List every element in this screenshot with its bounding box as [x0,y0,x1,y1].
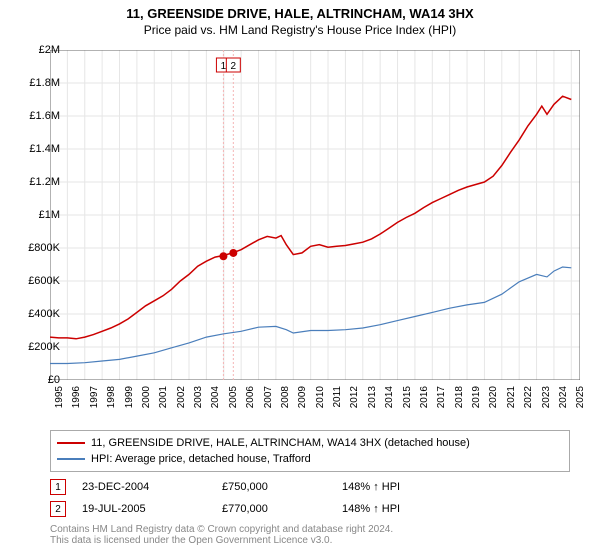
xtick-label: 2015 [402,386,413,426]
legend-label: 11, GREENSIDE DRIVE, HALE, ALTRINCHAM, W… [91,437,470,449]
legend-swatch [57,458,85,460]
xtick-label: 2013 [367,386,378,426]
xtick-label: 2016 [419,386,430,426]
xtick-label: 1997 [89,386,100,426]
xtick-label: 2019 [471,386,482,426]
credits-line2: This data is licensed under the Open Gov… [50,535,393,546]
sale-date: 23-DEC-2004 [82,481,222,493]
xtick-label: 2014 [384,386,395,426]
xtick-label: 2012 [349,386,360,426]
sale-row: 1 23-DEC-2004£750,000148% ↑ HPI [50,476,570,498]
ytick-label: £200K [5,341,60,353]
xtick-label: 2008 [280,386,291,426]
ytick-label: £400K [5,308,60,320]
xtick-label: 2003 [193,386,204,426]
xtick-label: 2025 [575,386,586,426]
credits: Contains HM Land Registry data © Crown c… [50,524,393,546]
xtick-label: 2001 [158,386,169,426]
ytick-label: £1.8M [5,77,60,89]
xtick-label: 2017 [436,386,447,426]
titles: 11, GREENSIDE DRIVE, HALE, ALTRINCHAM, W… [0,0,600,37]
sale-pct: 148% ↑ HPI [342,503,462,515]
xtick-label: 2018 [454,386,465,426]
xtick-label: 2023 [541,386,552,426]
legend: 11, GREENSIDE DRIVE, HALE, ALTRINCHAM, W… [50,430,570,472]
xtick-label: 2002 [176,386,187,426]
svg-text:2: 2 [231,61,237,72]
xtick-label: 2024 [558,386,569,426]
xtick-label: 2009 [297,386,308,426]
title-sub: Price paid vs. HM Land Registry's House … [0,23,600,37]
plot-area: 12 [50,50,580,380]
ytick-label: £1M [5,209,60,221]
sale-marker: 2 [50,501,66,517]
ytick-label: £800K [5,242,60,254]
sales-table: 1 23-DEC-2004£750,000148% ↑ HPI 2 19-JUL-20… [50,476,570,520]
title-main: 11, GREENSIDE DRIVE, HALE, ALTRINCHAM, W… [0,6,600,21]
xtick-label: 2010 [315,386,326,426]
xtick-label: 2005 [228,386,239,426]
ytick-label: £600K [5,275,60,287]
legend-row: HPI: Average price, detached house, Traf… [57,451,563,467]
xtick-label: 1995 [54,386,65,426]
sale-price: £750,000 [222,481,342,493]
legend-swatch [57,442,85,444]
xtick-label: 2011 [332,386,343,426]
legend-label: HPI: Average price, detached house, Traf… [91,453,311,465]
sale-price: £770,000 [222,503,342,515]
xtick-label: 2021 [506,386,517,426]
xtick-label: 1996 [71,386,82,426]
ytick-label: £1.4M [5,143,60,155]
chart-container: 11, GREENSIDE DRIVE, HALE, ALTRINCHAM, W… [0,0,600,560]
svg-text:1: 1 [221,61,227,72]
xtick-label: 2004 [210,386,221,426]
legend-row: 11, GREENSIDE DRIVE, HALE, ALTRINCHAM, W… [57,435,563,451]
xtick-label: 2007 [263,386,274,426]
credits-line1: Contains HM Land Registry data © Crown c… [50,524,393,535]
ytick-label: £1.6M [5,110,60,122]
xtick-label: 2006 [245,386,256,426]
sale-marker: 1 [50,479,66,495]
xtick-label: 2022 [523,386,534,426]
xtick-label: 1999 [124,386,135,426]
xtick-label: 1998 [106,386,117,426]
sale-row: 2 19-JUL-2005£770,000148% ↑ HPI [50,498,570,520]
sale-date: 19-JUL-2005 [82,503,222,515]
ytick-label: £1.2M [5,176,60,188]
sale-pct: 148% ↑ HPI [342,481,462,493]
xtick-label: 2000 [141,386,152,426]
ytick-label: £0 [5,374,60,386]
ytick-label: £2M [5,44,60,56]
plot-svg: 12 [50,50,580,380]
xtick-label: 2020 [488,386,499,426]
